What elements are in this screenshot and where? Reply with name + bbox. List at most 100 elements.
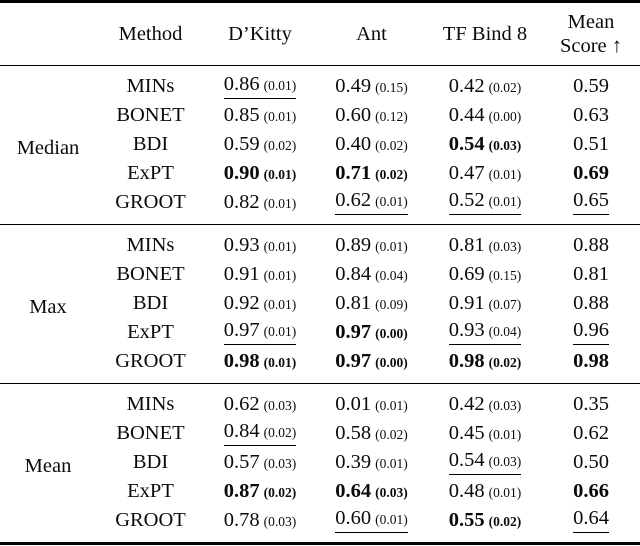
- method-cell: BDI: [132, 292, 169, 315]
- mean-score-header-line2: Score ↑: [559, 35, 623, 57]
- value-cell: 0.58 (0.02): [335, 421, 408, 444]
- value-cell: 0.52 (0.01): [428, 188, 542, 225]
- value-cell: 0.60 (0.01): [315, 506, 428, 544]
- value-cell: 0.01 (0.01): [335, 392, 408, 415]
- table-row: BONET 0.85 (0.01) 0.60 (0.12) 0.44 (0.00) 0…: [0, 101, 640, 130]
- col-header-ant: Ant: [356, 22, 387, 45]
- mean-score-cell: 0.35: [573, 392, 609, 415]
- mean-score-cell: 0.50: [573, 450, 609, 473]
- table-row: GROOT 0.82 (0.01) 0.62 (0.01) 0.52 (0.01) 0…: [0, 188, 640, 225]
- value-cell: 0.84 (0.02): [205, 419, 315, 448]
- value-cell: 0.62 (0.03): [223, 392, 297, 415]
- value-cell: 0.93 (0.04): [428, 318, 542, 347]
- method-cell: BONET: [116, 104, 185, 127]
- value-cell: 0.98 (0.02): [448, 349, 522, 372]
- method-cell: ExPT: [127, 480, 174, 503]
- value-cell: 0.91 (0.01): [223, 262, 297, 285]
- value-cell: 0.84 (0.04): [335, 262, 408, 285]
- method-cell: BONET: [116, 422, 185, 445]
- value-cell: 0.62 (0.01): [315, 188, 428, 225]
- value-cell: 0.45 (0.01): [448, 421, 522, 444]
- value-cell: 0.44 (0.00): [448, 103, 522, 126]
- col-header-mean-score: Mean Score ↑: [542, 2, 640, 66]
- method-cell: MINs: [126, 75, 175, 98]
- value-cell: 0.42 (0.03): [448, 392, 522, 415]
- col-header-dkitty: D’Kitty: [228, 22, 292, 45]
- col-header-tfbind8: TF Bind 8: [442, 22, 528, 45]
- method-cell: GROOT: [115, 191, 186, 214]
- value-cell: 0.54 (0.03): [428, 448, 542, 477]
- value-cell: 0.49 (0.15): [335, 74, 408, 97]
- mean-score-cell: 0.62: [573, 421, 609, 444]
- row-group-label: Median: [16, 136, 80, 159]
- value-cell: 0.47 (0.01): [448, 161, 522, 184]
- value-cell: 0.55 (0.02): [448, 508, 522, 531]
- value-cell: 0.89 (0.01): [335, 233, 408, 256]
- method-cell: MINs: [126, 234, 175, 257]
- value-cell: 0.60 (0.12): [335, 103, 408, 126]
- method-cell: GROOT: [115, 350, 186, 373]
- mean-score-cell: 0.88: [573, 233, 609, 256]
- value-cell: 0.42 (0.02): [448, 74, 522, 97]
- value-cell: 0.71 (0.02): [335, 161, 408, 184]
- table-header: Method D’Kitty Ant TF Bind 8 Mean Score …: [0, 2, 640, 66]
- value-cell: 0.82 (0.01): [223, 190, 297, 213]
- value-cell: 0.93 (0.01): [223, 233, 297, 256]
- table-row: BDI 0.92 (0.01) 0.81 (0.09) 0.91 (0.07) 0.8…: [0, 289, 640, 318]
- mean-score-cell: 0.88: [573, 291, 609, 314]
- value-cell: 0.64 (0.03): [335, 479, 408, 502]
- value-cell: 0.57 (0.03): [223, 450, 297, 473]
- value-cell: 0.91 (0.07): [448, 291, 522, 314]
- col-header-method: Method: [118, 22, 183, 45]
- table-row: BDI 0.59 (0.02) 0.40 (0.02) 0.54 (0.03) 0.5…: [0, 130, 640, 159]
- value-cell: 0.87 (0.02): [223, 479, 297, 502]
- mean-score-cell: 0.69: [573, 161, 609, 184]
- value-cell: 0.40 (0.02): [335, 132, 408, 155]
- value-cell: 0.85 (0.01): [223, 103, 297, 126]
- mean-score-cell: 0.63: [573, 103, 609, 126]
- mean-score-cell: 0.81: [573, 262, 609, 285]
- mean-score-cell: 0.98: [573, 349, 609, 372]
- method-cell: MINs: [126, 393, 175, 416]
- mean-score-cell: 0.65: [542, 188, 640, 225]
- value-cell: 0.90 (0.01): [223, 161, 297, 184]
- value-cell: 0.48 (0.01): [448, 479, 522, 502]
- method-cell: BDI: [132, 133, 169, 156]
- table-row: Mean MINs 0.62 (0.03) 0.01 (0.01) 0.42 (0.0…: [0, 384, 640, 476]
- section-median: Median MINs 0.86 (0.01) 0.49 (0.15) 0.42 (0…: [0, 66, 640, 225]
- method-cell: ExPT: [127, 162, 174, 185]
- value-cell: 0.78 (0.03): [223, 508, 297, 531]
- header-row: Method D’Kitty Ant TF Bind 8 Mean Score …: [0, 2, 640, 66]
- table-row: ExPT 0.90 (0.01) 0.71 (0.02) 0.47 (0.01) 0.…: [0, 159, 640, 188]
- table-row: ExPT 0.87 (0.02) 0.64 (0.03) 0.48 (0.01) 0.…: [0, 477, 640, 506]
- mean-score-header-line1: Mean: [567, 10, 615, 33]
- value-cell: 0.54 (0.03): [448, 132, 522, 155]
- col-header-group: [0, 2, 96, 66]
- table-row: GROOT 0.98 (0.01) 0.97 (0.00) 0.98 (0.02) 0…: [0, 347, 640, 384]
- value-cell: 0.97 (0.00): [335, 320, 408, 343]
- section-mean: Mean MINs 0.62 (0.03) 0.01 (0.01) 0.42 (0.0…: [0, 383, 640, 544]
- method-cell: ExPT: [127, 321, 174, 344]
- mean-score-cell: 0.59: [573, 74, 609, 97]
- table-row: ExPT 0.97 (0.01) 0.97 (0.00) 0.93 (0.04) 0.…: [0, 318, 640, 347]
- value-cell: 0.81 (0.09): [335, 291, 408, 314]
- value-cell: 0.39 (0.01): [335, 450, 408, 473]
- value-cell: 0.59 (0.02): [223, 132, 297, 155]
- table-row: Max MINs 0.93 (0.01) 0.89 (0.01) 0.81 (0.03…: [0, 225, 640, 317]
- value-cell: 0.86 (0.01): [205, 66, 315, 102]
- mean-score-cell: 0.64: [542, 506, 640, 544]
- method-cell: BONET: [116, 263, 185, 286]
- value-cell: 0.97 (0.00): [335, 349, 408, 372]
- row-group-label: Max: [29, 295, 67, 318]
- table-row: BONET 0.84 (0.02) 0.58 (0.02) 0.45 (0.01) 0…: [0, 419, 640, 448]
- table-row: BDI 0.57 (0.03) 0.39 (0.01) 0.54 (0.03) 0.5…: [0, 448, 640, 477]
- mean-score-cell: 0.96: [542, 318, 640, 347]
- table-row: Median MINs 0.86 (0.01) 0.49 (0.15) 0.42 (0…: [0, 66, 640, 158]
- table-row: BONET 0.91 (0.01) 0.84 (0.04) 0.69 (0.15) 0…: [0, 260, 640, 289]
- method-cell: BDI: [132, 451, 169, 474]
- method-cell: GROOT: [115, 509, 186, 532]
- section-max: Max MINs 0.93 (0.01) 0.89 (0.01) 0.81 (0.03…: [0, 224, 640, 384]
- value-cell: 0.98 (0.01): [223, 349, 297, 372]
- value-cell: 0.97 (0.01): [205, 318, 315, 347]
